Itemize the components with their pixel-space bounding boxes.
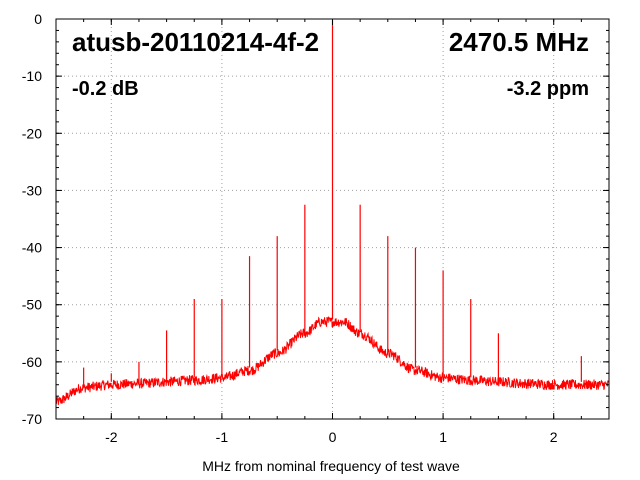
x-tick-label: 0 bbox=[329, 429, 337, 445]
y-tick-label: -10 bbox=[22, 68, 42, 84]
y-tick-label: -30 bbox=[22, 182, 42, 198]
plot-area bbox=[55, 20, 610, 405]
x-tick-label: -2 bbox=[105, 429, 118, 445]
x-tick-label: 2 bbox=[550, 429, 558, 445]
y-tick-label: -50 bbox=[22, 297, 42, 313]
y-tick-label: -70 bbox=[22, 411, 42, 427]
axis-ticks: -2 -1 0 1 20-10-20-30-40-50-60-70 bbox=[22, 11, 610, 445]
x-tick-label: 1 bbox=[439, 429, 447, 445]
y-tick-label: 0 bbox=[34, 11, 42, 27]
y-tick-label: -60 bbox=[22, 354, 42, 370]
x-tick-label: -1 bbox=[216, 429, 229, 445]
x-axis-label: MHz from nominal frequency of test wave bbox=[202, 458, 460, 474]
y-tick-label: -40 bbox=[22, 240, 42, 256]
noise-floor-trace bbox=[55, 315, 610, 405]
chart-title: atusb-20110214-4f-2 bbox=[72, 27, 319, 57]
y-tick-label: -20 bbox=[22, 125, 42, 141]
frequency-label: 2470.5 MHz bbox=[449, 27, 589, 57]
offset-label: -3.2 ppm bbox=[507, 78, 589, 100]
level-label: -0.2 dB bbox=[72, 78, 139, 100]
